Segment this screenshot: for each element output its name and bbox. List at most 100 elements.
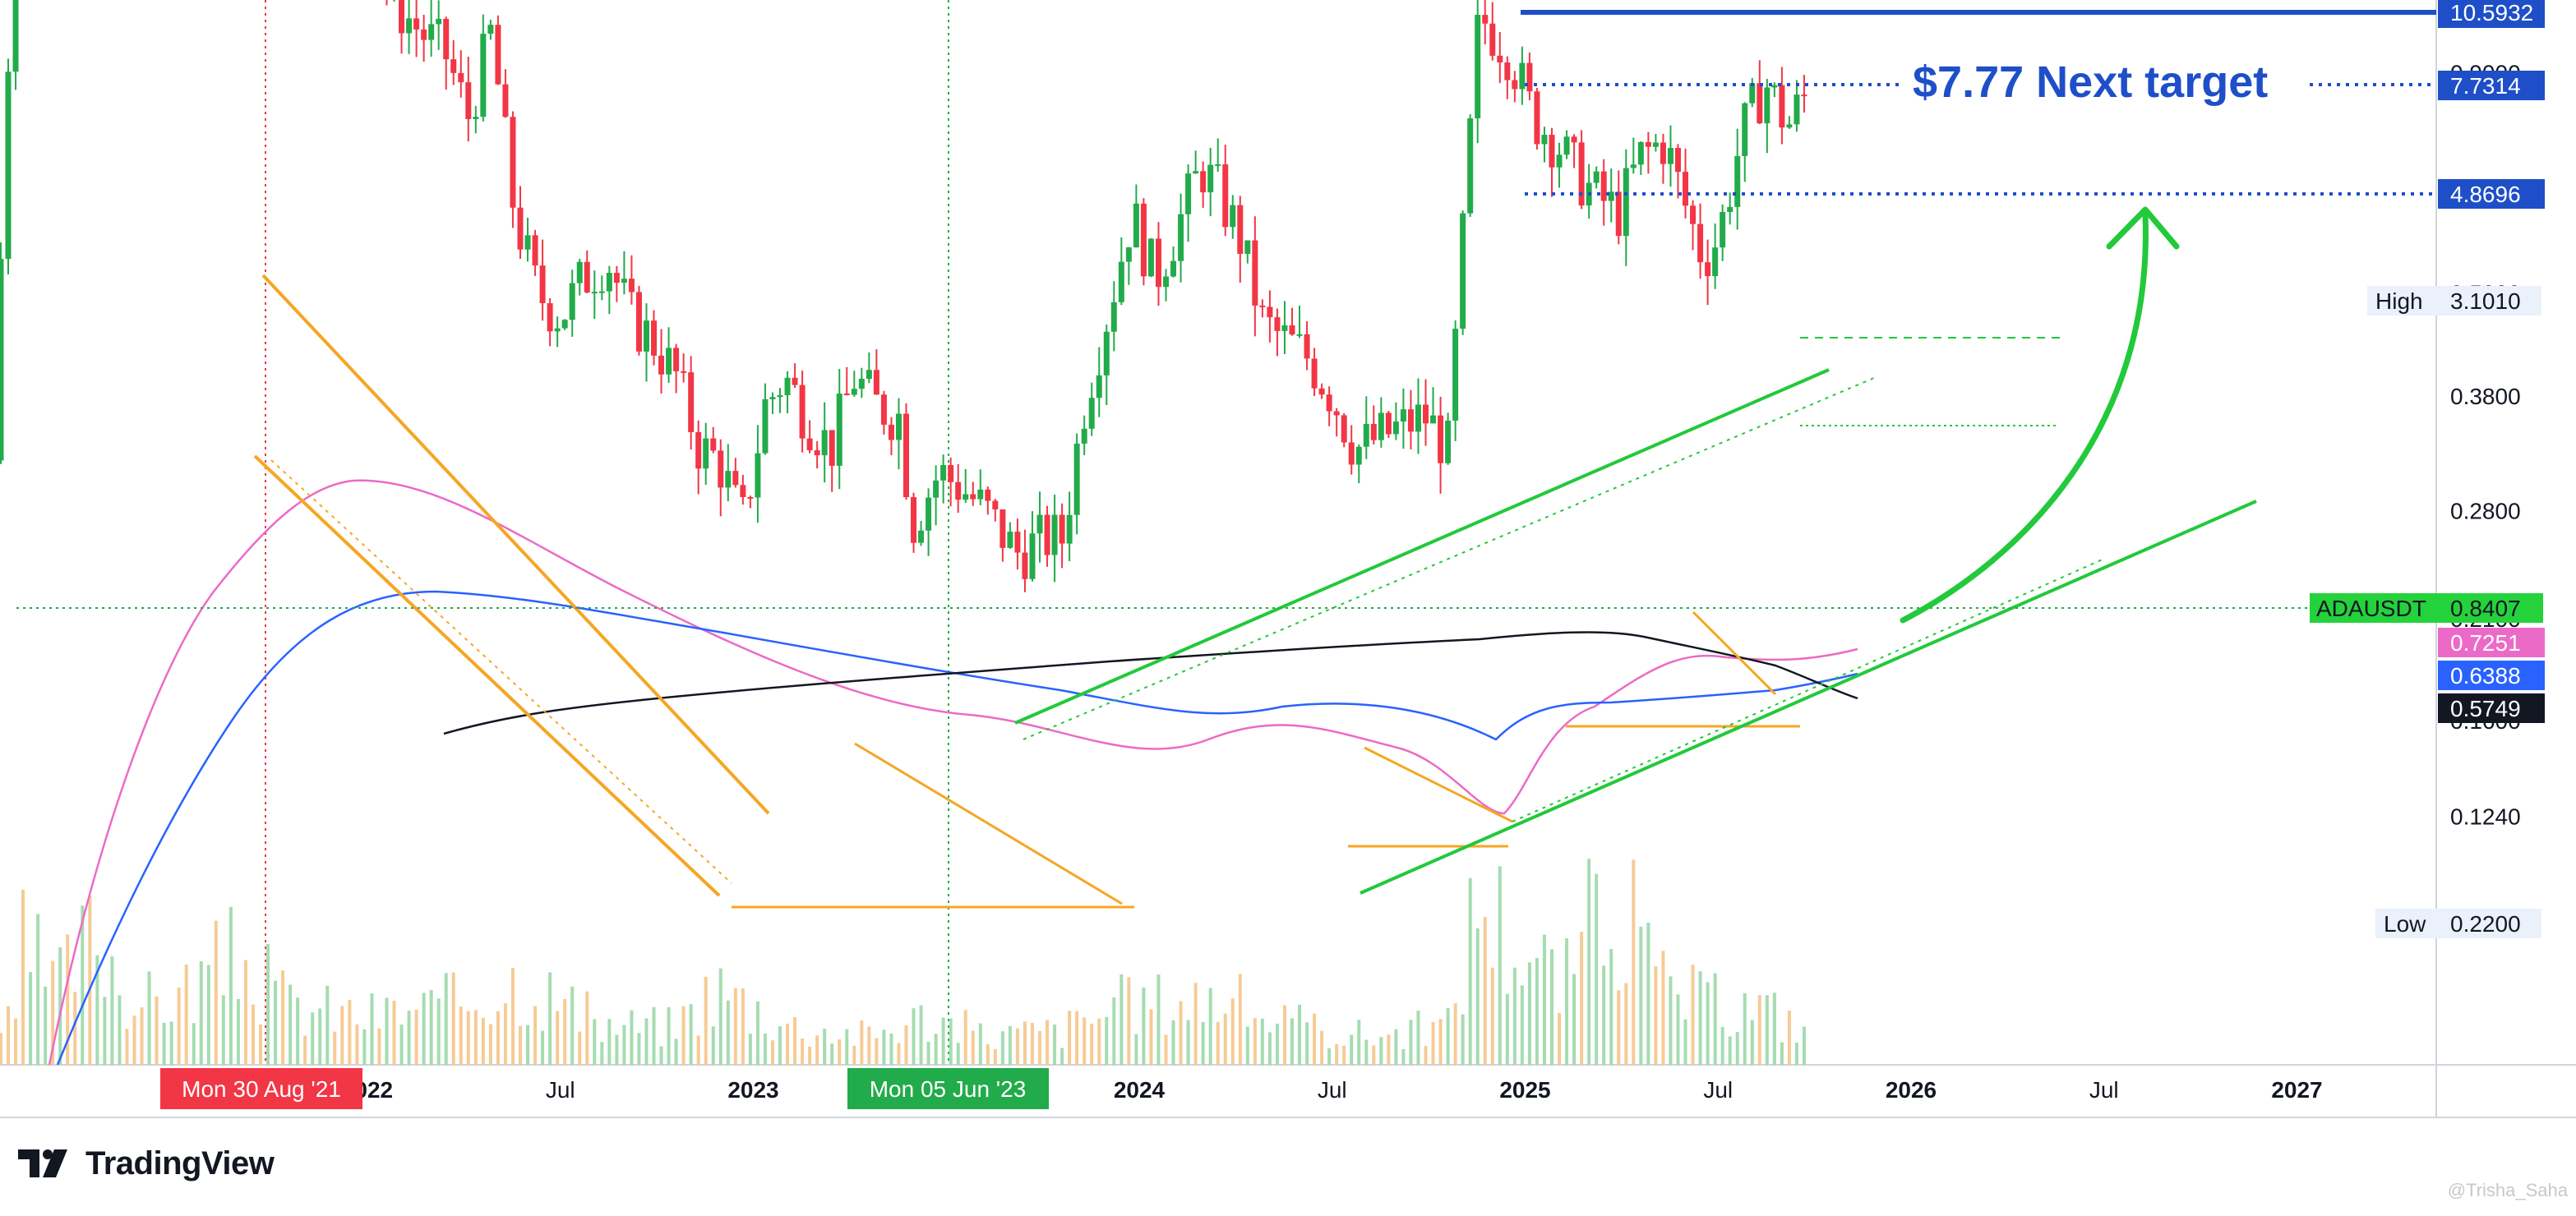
- volume-bar: [1683, 1019, 1687, 1065]
- candle-body: [1029, 533, 1036, 579]
- candle-body: [576, 261, 583, 283]
- candle-body: [784, 377, 791, 396]
- volume-bar: [1772, 993, 1776, 1065]
- candle-body: [836, 394, 843, 466]
- volume-bar: [578, 1031, 582, 1065]
- volume-bar: [1416, 1011, 1420, 1065]
- volume-bar: [399, 1024, 404, 1065]
- volume-bar: [1483, 916, 1487, 1065]
- volume-bar: [21, 889, 25, 1065]
- volume-bar: [919, 1005, 923, 1065]
- volume-bar: [993, 1048, 997, 1065]
- candle-body: [547, 302, 553, 332]
- volume-bar: [1520, 985, 1524, 1065]
- candle-body: [443, 18, 450, 60]
- x-axis: 2022 Jul 2023 2024 Jul 2025 Jul 2026 Jul 2027: [342, 1077, 2323, 1103]
- volume-bar: [429, 989, 433, 1065]
- volume-bar: [14, 1018, 18, 1065]
- candle-body: [1690, 205, 1697, 224]
- volume-bar: [1713, 973, 1717, 1065]
- volume-bar: [221, 995, 225, 1065]
- candle-body: [1355, 446, 1362, 465]
- volume-bar: [1602, 965, 1606, 1065]
- y-tick-label: 0.2800: [2450, 498, 2521, 523]
- volume-bar: [488, 1024, 492, 1065]
- candle-body: [1757, 83, 1763, 124]
- candle-body: [725, 471, 732, 488]
- candle-body: [740, 485, 746, 498]
- candle-body: [450, 59, 457, 73]
- candle-body: [851, 389, 857, 395]
- candle-body: [591, 292, 598, 294]
- candle-body: [806, 438, 813, 451]
- volume-bar: [1364, 1039, 1369, 1065]
- candle-body: [918, 530, 925, 543]
- volume-bar: [444, 973, 448, 1065]
- volume-bar: [1275, 1023, 1279, 1065]
- volume-bar: [251, 1004, 255, 1065]
- candle-body: [755, 453, 761, 498]
- volume-bar: [778, 1026, 782, 1065]
- candle-body: [821, 430, 828, 456]
- volume-bar: [1267, 1032, 1272, 1065]
- volume-bar: [281, 970, 285, 1065]
- volume-bar: [852, 1045, 856, 1065]
- candle-body: [561, 320, 568, 329]
- ma-mid-line: [56, 590, 1858, 1066]
- label-current-value: 0.8407: [2450, 596, 2521, 621]
- candle-body: [1697, 223, 1704, 263]
- volume-bar: [786, 1023, 790, 1065]
- tradingview-logo[interactable]: TradingView: [18, 1144, 275, 1183]
- volume-bar: [1587, 859, 1591, 1065]
- down-channel: [253, 274, 1800, 909]
- volume-bar: [422, 993, 426, 1065]
- volume-bar: [867, 1026, 871, 1065]
- candle-body: [888, 424, 894, 440]
- volume-bar: [1282, 1005, 1286, 1065]
- volume-bar: [466, 1011, 470, 1065]
- candle-body: [1341, 415, 1347, 443]
- volume-bar: [1765, 995, 1769, 1065]
- plot-area: [0, 0, 2576, 1118]
- volume-bar: [1802, 1026, 1806, 1065]
- volume-bar: [860, 1020, 864, 1065]
- volume-bar: [1669, 976, 1673, 1065]
- volume-bar: [548, 972, 552, 1065]
- candle-body: [473, 117, 479, 119]
- volume-bar: [29, 972, 33, 1065]
- volume-bar: [1193, 983, 1198, 1065]
- volume-bar: [1253, 1018, 1257, 1065]
- candle-body: [635, 292, 642, 352]
- candle-body: [1185, 173, 1192, 214]
- candle-body: [1430, 415, 1437, 424]
- volume-bar: [296, 997, 300, 1065]
- candle-body: [1556, 154, 1563, 168]
- volume-bars: [0, 859, 1806, 1065]
- volume-bar: [1527, 962, 1531, 1065]
- volume-bar: [570, 986, 575, 1065]
- candle-body: [1193, 171, 1199, 174]
- volume-bar: [1475, 928, 1480, 1065]
- volume-bar: [1305, 1022, 1309, 1065]
- candle-body: [465, 82, 472, 119]
- candle-body: [1147, 238, 1154, 277]
- volume-bar: [1468, 877, 1472, 1065]
- label-low-caption: Low: [2384, 911, 2426, 937]
- candle-body: [777, 395, 783, 398]
- candle-body: [1541, 135, 1548, 145]
- candle-body: [1036, 514, 1043, 534]
- candle-body: [1578, 142, 1585, 206]
- candle-body: [510, 117, 516, 208]
- volume-bar: [1401, 1048, 1406, 1065]
- volume-bar: [607, 1019, 612, 1065]
- volume-bar: [1090, 1023, 1094, 1065]
- volume-bar: [325, 985, 330, 1065]
- candle-body: [436, 18, 442, 25]
- candle-body: [1438, 415, 1444, 463]
- volume-bar: [333, 1031, 337, 1065]
- volume-bar: [1498, 866, 1502, 1065]
- candle-body: [1504, 62, 1511, 81]
- candle-body: [903, 413, 909, 498]
- volume-bar: [838, 1039, 842, 1065]
